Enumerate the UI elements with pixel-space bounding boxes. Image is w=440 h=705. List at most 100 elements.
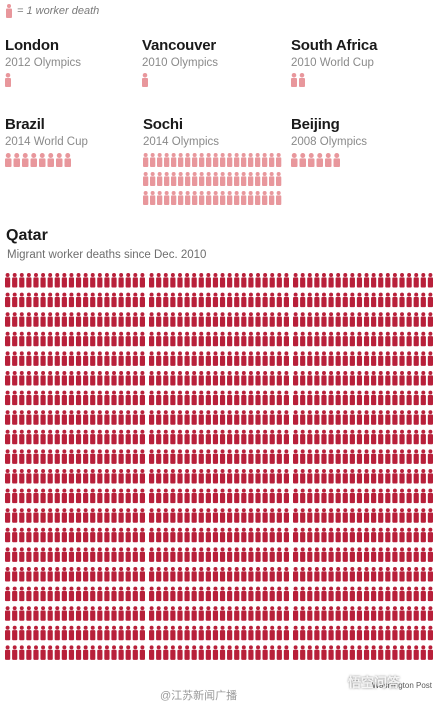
worker-figure-icon (104, 488, 110, 504)
worker-figure-icon (177, 645, 183, 660)
worker-figure-icon (178, 191, 184, 205)
worker-figure-icon (356, 527, 363, 543)
worker-figure-icon (255, 410, 261, 425)
worker-figure-icon (90, 331, 96, 347)
worker-figure-icon (349, 488, 355, 504)
worker-figure-icon (371, 586, 377, 602)
worker-figure-icon (219, 410, 226, 425)
worker-figure-icon (61, 527, 67, 543)
worker-figure-icon (255, 645, 261, 660)
worker-figure-icon (212, 469, 219, 484)
worker-figure-icon (125, 625, 131, 641)
worker-figure-icon (248, 488, 254, 504)
worker-figure-icon (248, 410, 254, 425)
worker-figure-icon (406, 625, 412, 641)
worker-figure-icon (139, 586, 145, 602)
worker-figure-icon (227, 449, 233, 464)
worker-figure-icon (83, 371, 89, 386)
worker-figure-icon (149, 292, 155, 308)
worker-figure-icon (356, 586, 363, 602)
worker-figure-icon (300, 312, 306, 327)
worker-figure-icon (177, 390, 183, 406)
worker-figure-icon (61, 273, 67, 288)
worker-figure-icon (356, 508, 363, 523)
worker-figure-icon (47, 331, 53, 347)
worker-figure-icon (227, 273, 233, 288)
worker-figure-icon (314, 508, 320, 523)
worker-figure-icon (205, 449, 211, 464)
worker-figure-icon (283, 645, 289, 660)
worker-figure-icon (198, 312, 204, 327)
worker-figure-icon (191, 488, 197, 504)
worker-figure-icon (212, 390, 219, 406)
worker-figure-icon (255, 547, 261, 562)
worker-figure-icon (184, 625, 190, 641)
worker-figure-icon (40, 449, 46, 464)
worker-figure-icon (321, 488, 327, 504)
worker-figure-icon (262, 273, 268, 288)
worker-figure-icon (321, 508, 327, 523)
worker-figure-icon (300, 469, 306, 484)
worker-figure-icon (149, 371, 155, 386)
worker-figure-icon (262, 508, 268, 523)
worker-figure-icon (392, 527, 398, 543)
worker-figure-icon (205, 292, 211, 308)
worker-figure-icon (349, 312, 355, 327)
worker-figure-icon (300, 567, 306, 582)
worker-figure-icon (132, 312, 138, 327)
city-event: 2008 Olympics (291, 136, 368, 148)
worker-figure-icon (392, 371, 398, 386)
worker-figure-icon (248, 508, 254, 523)
worker-figure-icon (356, 351, 363, 366)
worker-figure-icon (5, 606, 11, 621)
worker-figure-icon (385, 488, 391, 504)
worker-figure-icon (5, 312, 11, 327)
worker-figure-icon (363, 625, 370, 641)
worker-figure-icon (363, 508, 370, 523)
worker-figure-icon (269, 191, 275, 205)
worker-figure-icon (219, 292, 226, 308)
worker-figure-icon (349, 351, 355, 366)
worker-figure-icon (104, 351, 110, 366)
worker-figure-icon (392, 625, 398, 641)
worker-figure-icon (392, 469, 398, 484)
worker-figure-icon (178, 153, 184, 167)
worker-figure-icon (149, 273, 155, 288)
worker-figure-icon (83, 312, 89, 327)
worker-figure-icon (198, 449, 204, 464)
worker-figure-icon (12, 371, 18, 386)
worker-figure-icon (349, 606, 355, 621)
worker-figure-icon (248, 191, 254, 205)
worker-figure-icon (132, 292, 138, 308)
worker-figure-icon (5, 153, 12, 167)
worker-figure-icon (111, 371, 117, 386)
worker-figure-icon (132, 351, 138, 366)
worker-figure-icon (156, 547, 162, 562)
worker-figure-icon (205, 312, 211, 327)
worker-figure-icon (314, 449, 320, 464)
worker-figure-icon (255, 191, 261, 205)
worker-figure-icon (276, 606, 282, 621)
worker-figure-icon (104, 410, 110, 425)
worker-figure-icon (283, 625, 289, 641)
worker-figure-icon (198, 606, 204, 621)
worker-figure-icon (335, 606, 341, 621)
worker-figure-icon (328, 351, 334, 366)
worker-figure-icon (406, 351, 412, 366)
worker-figure-icon (75, 645, 82, 660)
worker-figure-icon (104, 586, 110, 602)
worker-figure-icon (19, 586, 25, 602)
worker-figure-icon (335, 273, 341, 288)
worker-figure-icon (420, 527, 426, 543)
source-credit: Washington Post (371, 681, 432, 690)
worker-figure-icon (219, 547, 226, 562)
worker-figure-icon (314, 390, 320, 406)
worker-figure-icon (132, 586, 138, 602)
worker-figure-icon (142, 73, 148, 87)
worker-figure-icon (111, 292, 117, 308)
worker-figure-icon (399, 625, 405, 641)
worker-figure-icon (139, 606, 145, 621)
worker-figure-icon (234, 449, 240, 464)
worker-figure-icon (75, 488, 82, 504)
worker-figure-icon (307, 469, 313, 484)
